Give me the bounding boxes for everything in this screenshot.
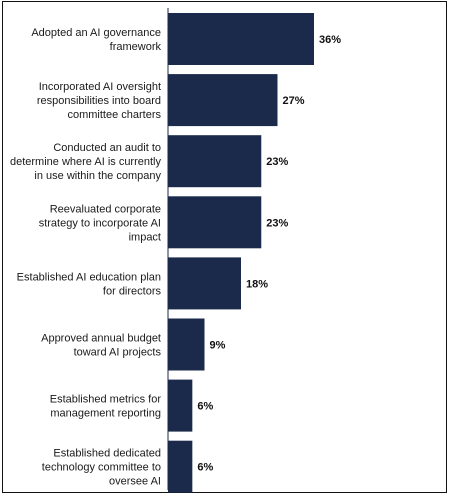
category-label: Incorporated AI oversight responsibilitie… (37, 81, 162, 121)
category-label-line: committee charters (67, 109, 161, 121)
category-label: Established metrics for management report… (50, 394, 162, 420)
bar (168, 196, 262, 249)
category-label-line: Established dedicated (53, 448, 161, 460)
category-label-line: toward AI projects (74, 347, 162, 359)
category-label-line: Established metrics for (50, 394, 162, 406)
category-label-line: responsibilities into board (37, 95, 161, 107)
category-label-line: determine where AI is currently (10, 156, 162, 168)
category-label: Established AI education plan for directo… (17, 271, 162, 297)
value-label: 23% (266, 156, 288, 168)
category-label-line: strategy to incorporate AI (39, 217, 161, 229)
category-label-line: technology committee to (42, 462, 161, 474)
category-label: Adopted an AI governance framework (31, 27, 161, 53)
category-label-line: for directors (103, 285, 162, 297)
category-label-line: Incorporated AI oversight (39, 81, 161, 93)
category-label-line: Adopted an AI governance (31, 27, 161, 39)
bar (168, 13, 314, 65)
category-label-line: Conducted an audit to (53, 142, 161, 154)
value-label: 18% (246, 278, 268, 290)
bar-group: 23% Conducted an audit to determine where … (10, 135, 289, 188)
category-label: Established dedicated technology committe… (42, 448, 161, 488)
bar-group: 9% Approved annual budget toward AI projec… (41, 318, 226, 371)
category-label-line: in use within the company (34, 170, 161, 182)
value-label: 36% (319, 34, 341, 46)
bar-group: 6% Established dedicated technology commit… (42, 440, 213, 493)
bar (168, 257, 241, 310)
category-label: Conducted an audit to determine where AI … (10, 142, 162, 182)
bar (168, 440, 193, 493)
bar-group: 36% Adopted an AI governance framework (31, 13, 341, 65)
bar-group: 23% Reevaluated corporate strategy to inco… (39, 196, 289, 249)
category-label-line: Approved annual budget (41, 333, 161, 345)
bar (168, 74, 278, 127)
category-label-line: impact (129, 231, 161, 243)
category-label-line: oversee AI (109, 476, 161, 488)
value-label: 23% (266, 217, 288, 229)
bar-group: 6% Established metrics for management repo… (50, 379, 213, 432)
category-label: Approved annual budget toward AI projects (41, 333, 161, 359)
category-label-line: Established AI education plan (17, 271, 161, 283)
bar-group: 27% Incorporated AI oversight responsibili… (37, 74, 305, 127)
value-label: 27% (283, 95, 305, 107)
category-label-line: Reevaluated corporate (50, 203, 161, 215)
value-label: 6% (197, 401, 213, 413)
bar (168, 379, 193, 432)
value-label: 9% (210, 340, 226, 352)
category-label-line: management reporting (50, 408, 161, 420)
bar-group: 18% Established AI education plan for dire… (17, 257, 268, 310)
bar (168, 318, 205, 371)
category-label: Reevaluated corporate strategy to incorpo… (39, 203, 161, 243)
bar (168, 135, 262, 188)
category-label-line: framework (110, 41, 162, 53)
value-label: 6% (197, 462, 213, 474)
